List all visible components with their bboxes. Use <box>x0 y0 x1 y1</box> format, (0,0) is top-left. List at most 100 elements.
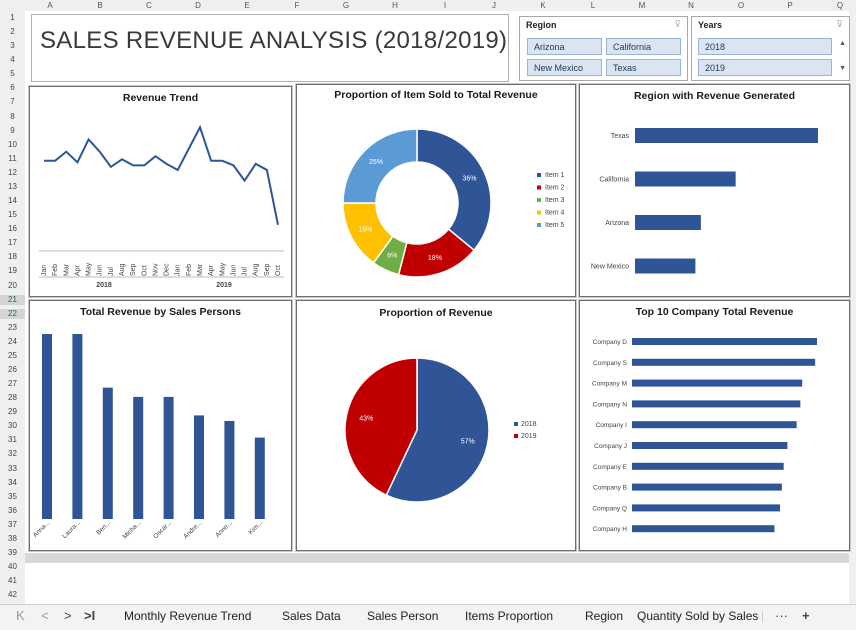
column-header[interactable]: H <box>385 0 405 11</box>
scroll-down-icon[interactable]: ▼ <box>839 65 846 72</box>
legend-label: 2018 <box>521 421 537 428</box>
row-header[interactable]: 31 <box>0 435 25 445</box>
legend-swatch <box>537 211 541 215</box>
slicer-item-new-mexico[interactable]: New Mexico <box>527 59 602 76</box>
tab-items-proportion[interactable]: Items Proportion <box>465 609 553 623</box>
row-header[interactable]: 28 <box>0 393 25 403</box>
column-header[interactable]: A <box>40 0 60 11</box>
row-header[interactable]: 26 <box>0 365 25 375</box>
row-header[interactable]: 21 <box>0 295 25 305</box>
tab-quantity-sold[interactable]: Quantity Sold by Sales | <box>637 609 763 623</box>
column-header[interactable]: F <box>287 0 307 11</box>
column-header[interactable]: I <box>435 0 455 11</box>
dashboard-title-box[interactable]: SALES REVENUE ANALYSIS (2018/2019) <box>31 14 509 82</box>
row-header[interactable]: 3 <box>0 41 25 51</box>
row-header[interactable]: 7 <box>0 97 25 107</box>
salesperson-bar-svg: Anna...Laura...Ben...Micha...Oscar...And… <box>29 300 292 551</box>
row-header[interactable]: 2 <box>0 27 25 37</box>
row-header[interactable]: 37 <box>0 520 25 530</box>
row-header[interactable]: 9 <box>0 126 25 136</box>
tab-monthly-revenue-trend[interactable]: Monthly Revenue Trend <box>124 609 251 623</box>
column-header[interactable]: C <box>139 0 159 11</box>
row-header[interactable]: 41 <box>0 576 25 586</box>
row-header[interactable]: 33 <box>0 464 25 474</box>
row-header[interactable]: 11 <box>0 154 25 164</box>
legend-label: Item 1 <box>545 172 565 179</box>
category-label: Texas <box>611 133 630 140</box>
region-slicer[interactable]: Region ⊽ Arizona California New Mexico T… <box>519 16 688 81</box>
tab-region[interactable]: Region <box>585 609 623 623</box>
row-header[interactable]: 36 <box>0 506 25 516</box>
row-header[interactable]: 30 <box>0 421 25 431</box>
row-header[interactable]: 29 <box>0 407 25 417</box>
bar <box>632 400 800 407</box>
first-sheet-button[interactable]: K <box>16 608 25 623</box>
row-header[interactable]: 17 <box>0 238 25 248</box>
sales-persons-chart[interactable]: Total Revenue by Sales Persons Anna...La… <box>28 299 293 552</box>
row-header[interactable]: 1 <box>0 13 25 23</box>
prev-sheet-button[interactable]: < <box>41 608 49 623</box>
column-header[interactable]: G <box>336 0 356 11</box>
slicer-item-arizona[interactable]: Arizona <box>527 38 602 55</box>
row-header[interactable]: 6 <box>0 83 25 93</box>
column-header[interactable]: L <box>583 0 603 11</box>
tab-sales-person[interactable]: Sales Person <box>367 609 438 623</box>
row-header[interactable]: 18 <box>0 252 25 262</box>
column-header[interactable]: K <box>533 0 553 11</box>
column-header[interactable]: P <box>780 0 800 11</box>
row-header[interactable]: 24 <box>0 337 25 347</box>
row-header[interactable]: 8 <box>0 112 25 122</box>
row-header[interactable]: 32 <box>0 449 25 459</box>
tick-label: Mar <box>197 263 204 276</box>
column-header[interactable]: O <box>731 0 751 11</box>
tick-label: Apr <box>74 264 81 276</box>
row-header[interactable]: 27 <box>0 379 25 389</box>
row-header[interactable]: 12 <box>0 168 25 178</box>
row-header[interactable]: 4 <box>0 55 25 65</box>
slicer-item-2018[interactable]: 2018 <box>698 38 832 55</box>
row-header[interactable]: 25 <box>0 351 25 361</box>
row-header[interactable]: 16 <box>0 224 25 234</box>
column-header[interactable]: D <box>188 0 208 11</box>
slicer-item-2019[interactable]: 2019 <box>698 59 832 76</box>
clear-filter-icon[interactable]: ⊽ <box>836 19 843 30</box>
row-header[interactable]: 13 <box>0 182 25 192</box>
row-header[interactable]: 20 <box>0 281 25 291</box>
column-header[interactable]: E <box>237 0 257 11</box>
row-header[interactable]: 38 <box>0 534 25 544</box>
row-header[interactable]: 19 <box>0 266 25 276</box>
column-header[interactable]: Q <box>830 0 850 11</box>
bar <box>632 380 802 387</box>
tab-sales-data[interactable]: Sales Data <box>282 609 341 623</box>
scroll-up-icon[interactable]: ▲ <box>839 40 846 47</box>
column-header[interactable]: B <box>90 0 110 11</box>
row-header[interactable]: 35 <box>0 492 25 502</box>
row-header[interactable]: 5 <box>0 69 25 79</box>
more-sheets-button[interactable]: ··· <box>775 608 788 623</box>
column-header[interactable]: M <box>632 0 652 11</box>
bar <box>632 421 797 428</box>
row-header[interactable]: 34 <box>0 478 25 488</box>
item-proportion-chart[interactable]: Proportion of Item Sold to Total Revenue… <box>295 83 577 298</box>
row-header[interactable]: 40 <box>0 562 25 572</box>
add-sheet-button[interactable]: + <box>802 608 810 623</box>
next-sheet-button[interactable]: > <box>64 608 72 623</box>
column-header[interactable]: N <box>681 0 701 11</box>
row-header[interactable]: 14 <box>0 196 25 206</box>
last-sheet-button[interactable]: >I <box>84 608 95 623</box>
slicer-item-california[interactable]: California <box>606 38 681 55</box>
column-header[interactable]: J <box>484 0 504 11</box>
years-slicer[interactable]: Years ⊽ 2018 2019 ▲ ▼ <box>691 16 850 81</box>
row-header[interactable]: 15 <box>0 210 25 220</box>
row-header[interactable]: 10 <box>0 140 25 150</box>
slicer-item-texas[interactable]: Texas <box>606 59 681 76</box>
clear-filter-icon[interactable]: ⊽ <box>674 19 681 30</box>
row-header[interactable]: 39 <box>0 548 25 558</box>
row-header[interactable]: 22 <box>0 309 25 319</box>
row-header[interactable]: 23 <box>0 323 25 333</box>
row-header[interactable]: 42 <box>0 590 25 600</box>
